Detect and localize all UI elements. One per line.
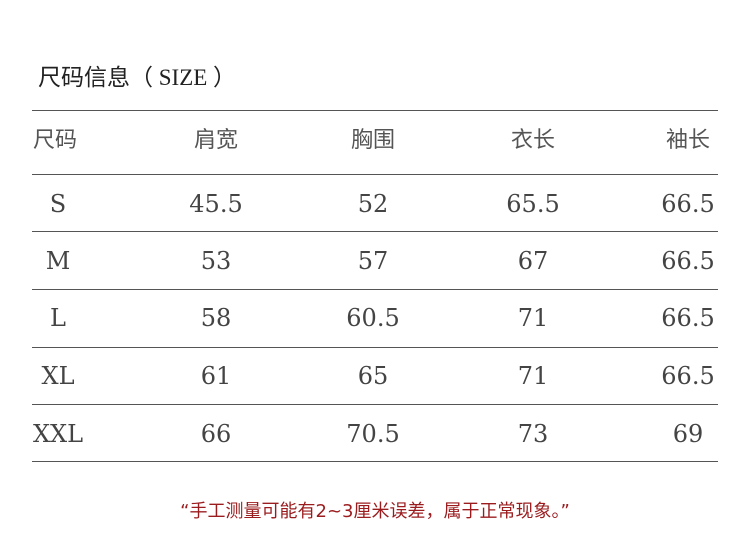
table-cell: 65.5 (506, 190, 560, 218)
title-cn: 尺码信息 (38, 65, 130, 91)
table-cell: 70.5 (346, 420, 400, 448)
table-rule (32, 404, 718, 405)
table-cell: 66.5 (661, 362, 715, 390)
size-label: XL (41, 362, 75, 390)
column-header: 衣长 (510, 128, 555, 153)
table-cell: 57 (357, 247, 389, 275)
table-cell: 66.5 (661, 247, 715, 275)
table-cell: 66.5 (661, 304, 715, 332)
column-header: 胸围 (350, 128, 395, 153)
size-label: M (45, 247, 71, 275)
table-cell: 73 (517, 420, 549, 448)
column-header: 肩宽 (193, 128, 238, 153)
table-cell: 66 (200, 420, 232, 448)
table-cell: 71 (517, 362, 549, 390)
table-cell: 52 (357, 190, 389, 218)
column-header: 尺码 (33, 128, 78, 153)
page-title: 尺码信息（ SIZE ） (38, 58, 236, 92)
size-label: XXL (32, 420, 84, 448)
size-label: L (50, 304, 66, 332)
table-cell: 65 (357, 362, 389, 390)
table-cell: 53 (200, 247, 232, 275)
table-rule (32, 347, 718, 348)
table-cell: 60.5 (346, 304, 400, 332)
table-cell: 61 (200, 362, 232, 390)
column-header: 袖长 (665, 128, 710, 153)
table-rule (32, 231, 718, 232)
table-rule (32, 174, 718, 175)
table-rule (32, 289, 718, 290)
table-cell: 66.5 (661, 190, 715, 218)
table-rule (32, 461, 718, 462)
table-cell: 45.5 (189, 190, 243, 218)
measurement-note: “手工测量可能有2~3厘米误差，属于正常现象。” (180, 501, 570, 522)
table-cell: 67 (517, 247, 549, 275)
title-en: （ SIZE ） (130, 65, 237, 90)
table-cell: 69 (672, 420, 704, 448)
table-cell: 71 (517, 304, 549, 332)
size-label: S (49, 190, 67, 218)
table-rule (32, 110, 718, 111)
table-cell: 58 (200, 304, 232, 332)
